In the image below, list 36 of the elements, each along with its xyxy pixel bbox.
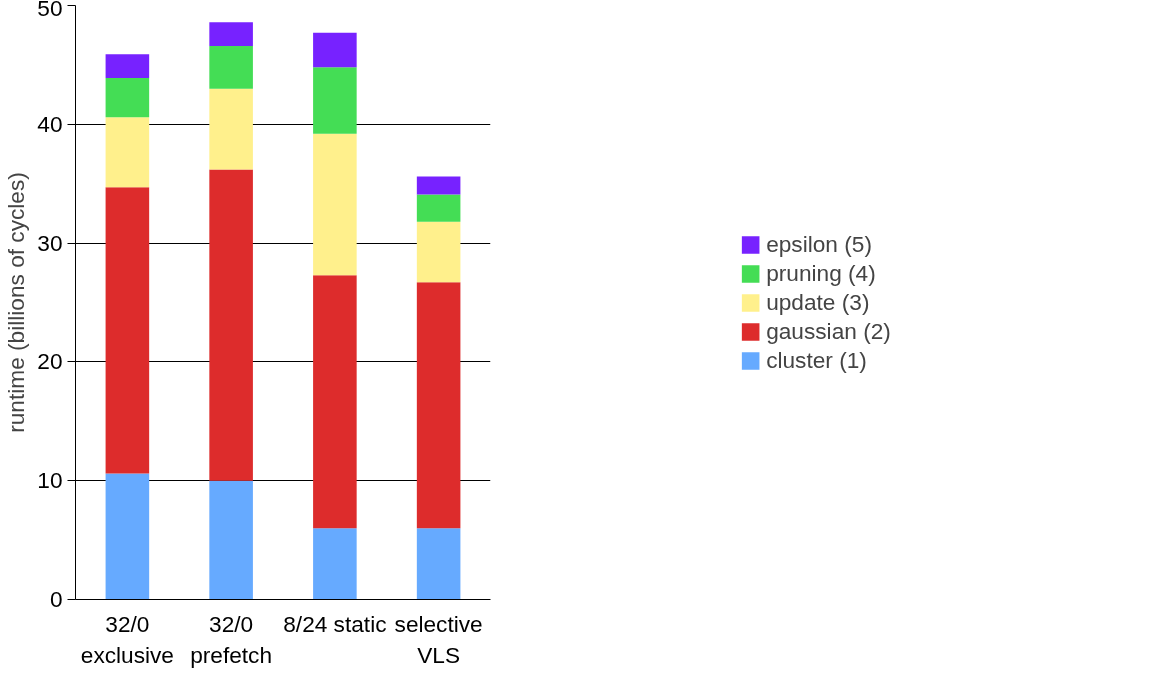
bar: [313, 32, 357, 68]
legend-label: update (3): [766, 288, 870, 316]
bar: [313, 67, 357, 134]
x-tick-label: 32/0 prefetch: [190, 610, 273, 668]
legend-label: gaussian (2): [766, 317, 891, 345]
x-tick-label: selective VLS: [394, 610, 483, 668]
bar: [209, 169, 253, 481]
bar: [416, 282, 461, 529]
bar: [105, 54, 150, 78]
bar: [209, 88, 253, 170]
bar: [313, 528, 357, 600]
bar: [105, 77, 150, 118]
x-tick-label: 32/0 exclusive: [80, 610, 174, 668]
bar: [313, 133, 357, 276]
legend-label: pruning (4): [766, 259, 876, 287]
bar: [416, 176, 461, 195]
bar: [105, 473, 150, 600]
bar: [209, 480, 253, 600]
legend-label: cluster (1): [766, 346, 867, 374]
bar: [209, 45, 253, 89]
bar: [416, 194, 461, 222]
y-axis-title: runtime (billions of cycles): [3, 172, 30, 433]
y-tick-label: 30: [37, 229, 63, 256]
bar: [416, 221, 461, 283]
y-tick-label: 0: [49, 586, 63, 612]
bar: [209, 22, 253, 46]
legend-label: epsilon (5): [766, 230, 872, 258]
y-tick-label: 50: [37, 0, 63, 21]
bar: [313, 275, 357, 529]
y-tick-label: 10: [37, 467, 63, 494]
bar: [105, 117, 150, 188]
bar: [416, 528, 461, 600]
y-tick-label: 20: [37, 348, 63, 375]
y-tick-label: 40: [37, 110, 63, 137]
bar: [105, 187, 150, 474]
x-tick-label: 8/24 static: [283, 610, 387, 637]
